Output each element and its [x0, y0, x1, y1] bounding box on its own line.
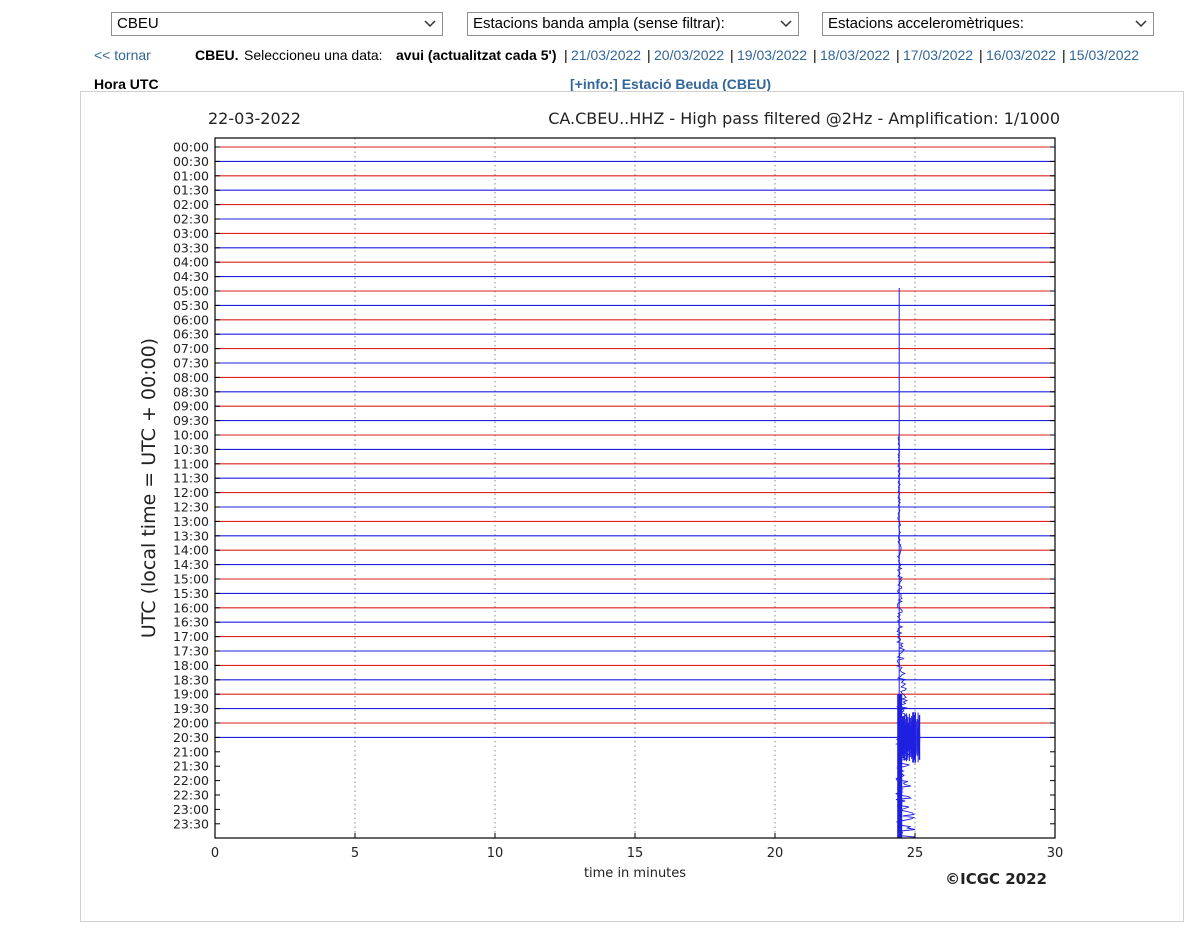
- y-tick-label: 20:00: [173, 716, 209, 731]
- y-tick-label: 20:30: [173, 730, 209, 745]
- x-tick-label: 15: [627, 846, 644, 861]
- y-tick-label: 12:00: [173, 485, 209, 500]
- y-tick-label: 08:30: [173, 384, 209, 399]
- y-tick-label: 07:30: [173, 356, 209, 371]
- y-tick-label: 22:30: [173, 788, 209, 803]
- y-tick-label: 14:30: [173, 557, 209, 572]
- y-tick-label: 04:00: [173, 255, 209, 270]
- station-info-link[interactable]: [+info:] Estació Beuda (CBEU): [570, 76, 772, 92]
- date-link[interactable]: 20/03/2022: [654, 47, 725, 63]
- station-select-value: CBEU: [117, 15, 159, 32]
- y-tick-label: 10:00: [173, 428, 209, 443]
- y-tick-label: 19:30: [173, 701, 209, 716]
- y-tick-label: 13:00: [173, 514, 209, 529]
- separator: |: [647, 47, 651, 63]
- y-tick-label: 09:00: [173, 399, 209, 414]
- y-tick-label: 02:30: [173, 212, 209, 227]
- x-tick-label: 5: [351, 846, 359, 861]
- separator: |: [813, 47, 817, 63]
- chevron-down-icon: [780, 20, 792, 28]
- separator: |: [896, 47, 900, 63]
- y-tick-label: 19:00: [173, 687, 209, 702]
- separator: |: [1062, 47, 1066, 63]
- copyright: ©ICGC 2022: [945, 870, 1047, 888]
- x-tick-label: 10: [487, 846, 504, 861]
- y-tick-label: 06:30: [173, 327, 209, 342]
- date-link[interactable]: 17/03/2022: [903, 47, 974, 63]
- seismogram-chart: 0 5 10 15 20 25 30 00:0000:3001:0001:3002:0002…: [138, 109, 1064, 888]
- y-tick-label: 09:30: [173, 413, 209, 428]
- y-tick-label: 06:00: [173, 312, 209, 327]
- y-tick-label: 18:30: [173, 672, 209, 687]
- back-link[interactable]: << tornar: [94, 47, 151, 63]
- y-tick-label: 15:00: [173, 572, 209, 587]
- x-tick-label: 30: [1047, 846, 1064, 861]
- y-tick-label: 21:30: [173, 759, 209, 774]
- separator: |: [730, 47, 734, 63]
- x-axis-label: time in minutes: [584, 866, 686, 881]
- y-tick-label: 03:30: [173, 240, 209, 255]
- date-prompt: Seleccioneu una data:: [244, 47, 383, 63]
- y-tick-label: 11:00: [173, 456, 209, 471]
- seismogram-frame: 0 5 10 15 20 25 30 00:00 00:30 01:00 01:30 02:00 02…: [80, 91, 1184, 922]
- y-tick-label: 01:00: [173, 168, 209, 183]
- y-tick-label: 03:00: [173, 226, 209, 241]
- accel-select[interactable]: Estacions acceleromètriques:: [822, 12, 1154, 36]
- x-tick-label: 25: [907, 846, 924, 861]
- event-core: [897, 694, 903, 838]
- y-tick-label: 05:30: [173, 298, 209, 313]
- chart-date: 22-03-2022: [208, 109, 301, 128]
- y-tick-label: 04:30: [173, 269, 209, 284]
- separator: |: [979, 47, 983, 63]
- x-tick-label: 20: [767, 846, 784, 861]
- y-tick-label: 07:00: [173, 341, 209, 356]
- y-tick-label: 14:00: [173, 543, 209, 558]
- station-select[interactable]: CBEU: [111, 12, 443, 36]
- date-link[interactable]: 19/03/2022: [737, 47, 808, 63]
- y-tick-label: 21:00: [173, 744, 209, 759]
- y-tick-label: 23:30: [173, 816, 209, 831]
- y-tick-label: 00:30: [173, 154, 209, 169]
- chevron-down-icon: [424, 20, 436, 28]
- date-link[interactable]: 15/03/2022: [1069, 47, 1140, 63]
- y-tick-label: 12:30: [173, 500, 209, 515]
- broadband-select-value: Estacions banda ampla (sense filtrar):: [473, 15, 725, 32]
- separator: |: [564, 47, 568, 63]
- y-tick-label: 16:00: [173, 600, 209, 615]
- x-tick-label: 0: [211, 846, 219, 861]
- station-code: CBEU.: [195, 47, 239, 63]
- y-tick-label: 10:30: [173, 442, 209, 457]
- y-tick-label: 23:00: [173, 802, 209, 817]
- date-navigation: << tornar CBEU. Seleccioneu una data: av…: [0, 47, 1200, 65]
- y-tick-label: 15:30: [173, 586, 209, 601]
- y-tick-label: 13:30: [173, 528, 209, 543]
- y-axis-label: UTC (local time = UTC + 00:00): [138, 338, 160, 638]
- today-link[interactable]: avui (actualitzat cada 5'): [396, 47, 557, 63]
- broadband-select[interactable]: Estacions banda ampla (sense filtrar):: [467, 12, 799, 36]
- y-tick-label: 08:00: [173, 370, 209, 385]
- date-link[interactable]: 16/03/2022: [986, 47, 1057, 63]
- y-tick-label: 11:30: [173, 471, 209, 486]
- utc-heading: Hora UTC: [94, 76, 159, 92]
- y-tick-label: 16:30: [173, 615, 209, 630]
- chevron-down-icon: [1135, 20, 1147, 28]
- y-tick-label: 18:00: [173, 658, 209, 673]
- y-tick-label: 22:00: [173, 773, 209, 788]
- y-tick-label: 17:00: [173, 629, 209, 644]
- y-tick-label: 17:30: [173, 644, 209, 659]
- date-link[interactable]: 18/03/2022: [820, 47, 891, 63]
- y-tick-label: 05:00: [173, 284, 209, 299]
- date-link[interactable]: 21/03/2022: [571, 47, 642, 63]
- y-tick-label: 01:30: [173, 183, 209, 198]
- y-tick-label: 02:00: [173, 197, 209, 212]
- accel-select-value: Estacions acceleromètriques:: [828, 15, 1024, 32]
- y-tick-label: 00:00: [173, 140, 209, 155]
- chart-title: CA.CBEU..HHZ - High pass filtered @2Hz -…: [548, 109, 1060, 128]
